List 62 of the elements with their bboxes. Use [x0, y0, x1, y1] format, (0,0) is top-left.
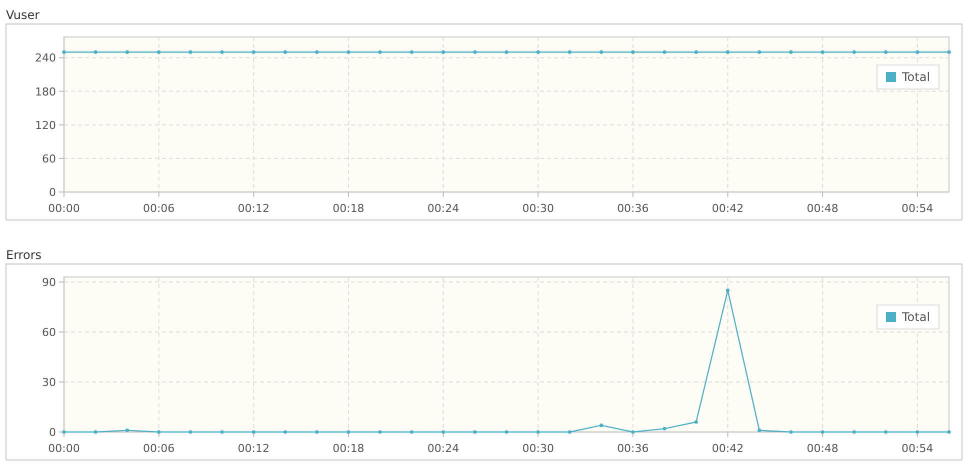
- x-tick-label: 00:18: [332, 442, 364, 455]
- legend-label: Total: [901, 310, 930, 324]
- x-tick-label: 00:36: [617, 442, 649, 455]
- chart-title: Vuser: [6, 8, 40, 22]
- point: [283, 430, 288, 434]
- x-tick-label: 00:54: [902, 202, 934, 215]
- y-tick-label: 60: [42, 152, 56, 166]
- x-tick-label: 00:06: [142, 202, 175, 215]
- point: [94, 430, 98, 434]
- point: [315, 430, 319, 434]
- point: [62, 430, 66, 434]
- point: [568, 430, 572, 434]
- point: [188, 430, 192, 434]
- point: [726, 288, 730, 292]
- x-tick-label: 00:30: [522, 202, 554, 215]
- y-tick-label: 0: [49, 426, 56, 439]
- x-tick-label: 00:12: [238, 202, 270, 215]
- x-tick-label: 00:06: [142, 442, 175, 455]
- x-tick-label: 00:12: [238, 442, 270, 455]
- x-tick-label: 00:36: [617, 202, 649, 215]
- y-tick-label: 30: [42, 376, 56, 389]
- point: [410, 430, 414, 434]
- x-tick-label: 00:24: [427, 202, 460, 215]
- point: [884, 430, 888, 434]
- legend-label: Total: [901, 70, 930, 84]
- x-tick-label: 00:30: [522, 442, 554, 455]
- point: [441, 430, 446, 434]
- x-tick-label: 00:54: [902, 442, 934, 455]
- point: [916, 430, 920, 434]
- point: [600, 424, 604, 428]
- point: [504, 430, 508, 434]
- point: [947, 430, 951, 434]
- y-tick-label: 90: [42, 276, 56, 289]
- x-tick-label: 00:48: [806, 442, 838, 455]
- point: [758, 428, 762, 432]
- x-tick-label: 00:18: [332, 202, 364, 215]
- point: [378, 430, 382, 434]
- y-tick-label: 120: [35, 118, 56, 132]
- x-tick-label: 00:00: [48, 202, 80, 215]
- point: [694, 420, 698, 424]
- point: [157, 430, 161, 434]
- x-tick-label: 00:42: [712, 442, 744, 455]
- x-tick-label: 00:24: [427, 442, 460, 455]
- point: [631, 430, 635, 434]
- point: [820, 430, 824, 434]
- x-tick-label: 00:00: [48, 442, 80, 455]
- point: [346, 430, 350, 434]
- x-tick-label: 00:48: [806, 202, 838, 215]
- y-tick-label: 60: [42, 326, 56, 339]
- point: [125, 428, 130, 432]
- point: [536, 430, 540, 434]
- point: [852, 430, 856, 434]
- point: [473, 430, 477, 434]
- y-tick-label: 240: [35, 52, 56, 65]
- point: [220, 430, 224, 434]
- x-tick-label: 00:42: [712, 202, 744, 215]
- y-tick-label: 0: [49, 186, 56, 199]
- chart-title: Errors: [6, 248, 42, 262]
- point: [662, 426, 666, 430]
- point: [252, 430, 256, 434]
- y-tick-label: 180: [35, 85, 56, 98]
- point: [789, 430, 793, 434]
